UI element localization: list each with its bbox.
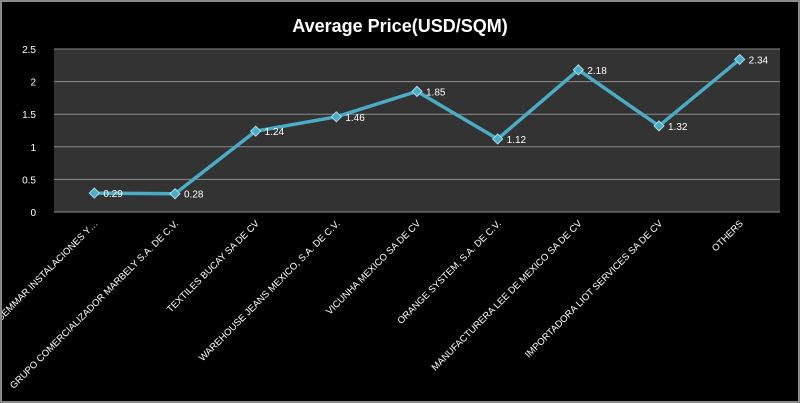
- x-category-label: IMPORTADORA LIOT SERVICES SA DE CV: [523, 218, 666, 361]
- x-category-label: MANUFACTURERA LEE DE MEXICO SA DE CV: [430, 218, 585, 373]
- x-category-label: VICUNHA MEXICO SA DE CV: [324, 218, 423, 317]
- y-tick-label: 2.5: [22, 45, 36, 56]
- data-point-marker: [169, 188, 181, 200]
- y-tick-label: 2: [30, 78, 36, 89]
- data-label: 1.12: [507, 135, 527, 146]
- data-label: 1.46: [345, 113, 365, 124]
- data-point-marker: [653, 120, 665, 132]
- gridlines: [54, 48, 780, 213]
- data-point-marker: [733, 53, 746, 66]
- x-category-label: GRUPO COMERCIALIZADOR MARBELY S.A. DE C.…: [8, 218, 181, 391]
- y-tick-label: 1.5: [22, 110, 36, 121]
- data-point-marker: [88, 187, 101, 199]
- data-point-marker: [572, 64, 585, 76]
- x-category-label: WAREHOUSE JEANS MEXICO, S.A. DE C.V.: [197, 218, 342, 363]
- x-category-label: OTHERS: [710, 218, 746, 254]
- data-label: 2.18: [587, 66, 607, 77]
- data-point-marker: [411, 85, 423, 98]
- y-axis-ticks: 0 0.5 1 1.5 2 2.5: [22, 45, 36, 219]
- y-tick-label: 1: [30, 143, 36, 154]
- data-point-marker: [249, 125, 262, 137]
- data-label: 0.29: [103, 189, 123, 200]
- x-category-label: TEXTILES BUCAY SA DE CV: [165, 218, 262, 315]
- x-axis-labels: BEMMAR INSTALACIONES Y…GRUPO COMERCIALIZ…: [2, 218, 746, 391]
- data-label: 1.85: [426, 87, 446, 98]
- data-point-marker: [491, 133, 504, 145]
- chart-title: Average Price(USD/SQM): [292, 16, 507, 36]
- y-tick-label: 0.5: [22, 175, 36, 186]
- data-label: 0.28: [184, 190, 204, 201]
- y-tick-label: 0: [30, 208, 36, 219]
- data-markers: [88, 53, 746, 200]
- data-point-marker: [330, 111, 343, 123]
- data-labels: 0.29 0.28 1.24 1.46 1.85 1.12 2.18 1.32 2.34: [103, 55, 768, 200]
- data-label: 1.24: [265, 127, 285, 138]
- data-label: 2.34: [749, 55, 769, 66]
- data-label: 1.32: [668, 122, 688, 133]
